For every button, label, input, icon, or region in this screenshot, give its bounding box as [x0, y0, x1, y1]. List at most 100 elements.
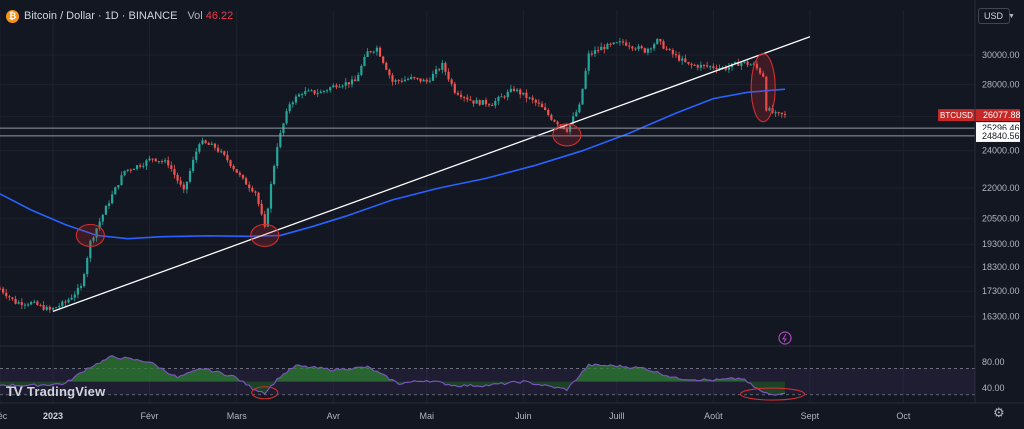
level-label: 25296.46 [982, 123, 1020, 133]
lightning-icon[interactable] [778, 331, 792, 345]
candle [335, 85, 338, 88]
candle [366, 51, 369, 57]
candle [419, 78, 422, 82]
candle [313, 90, 316, 94]
candle [173, 168, 176, 175]
level-label: 24840.56 [982, 131, 1020, 141]
candle [572, 116, 575, 124]
candle [453, 83, 456, 93]
moving-average-line [0, 88, 786, 240]
candle [223, 151, 226, 155]
tradingview-logo-text: TradingView [26, 383, 106, 399]
candle [86, 258, 89, 275]
candle [459, 94, 463, 97]
candle [765, 76, 768, 111]
candle [195, 151, 198, 160]
currency-label: USD [984, 11, 1004, 21]
candle [391, 75, 394, 82]
candle [428, 80, 431, 82]
candle [628, 45, 631, 47]
candle [696, 65, 699, 68]
candle [665, 48, 668, 50]
candle [662, 41, 665, 49]
trendline[interactable] [52, 36, 811, 313]
rsi-highlight-ellipse [739, 387, 806, 401]
candle [556, 121, 559, 125]
candle [229, 160, 232, 166]
candle [244, 178, 248, 185]
time-tick-label: Mars [227, 411, 247, 421]
candle [129, 169, 132, 171]
candle [721, 67, 724, 69]
candle [279, 132, 282, 148]
candle [609, 43, 612, 45]
candle [375, 47, 379, 52]
price-tag-symbol: BTCUSD [940, 111, 973, 120]
candle [216, 147, 220, 152]
candle [575, 112, 578, 117]
price-tag [938, 109, 1020, 122]
candle [23, 304, 27, 306]
candle [413, 77, 416, 79]
candle [192, 159, 195, 171]
highlight-ellipse [750, 53, 776, 123]
candle [107, 203, 111, 206]
candle [394, 80, 397, 82]
candle [8, 296, 11, 298]
candle [746, 61, 749, 65]
candle [20, 302, 23, 305]
candle [553, 119, 556, 122]
currency-selector[interactable]: USD ▼ [978, 8, 1015, 24]
candle [612, 42, 615, 45]
candle [727, 67, 731, 70]
chart-title[interactable]: Bitcoin / Dollar · 1D · BINANCE [24, 10, 178, 22]
candle [435, 69, 438, 74]
candle [241, 174, 245, 179]
candle [656, 39, 659, 45]
time-tick-label: Juin [515, 411, 532, 421]
candle [674, 54, 678, 56]
time-tick-label: 2023 [43, 411, 63, 421]
candle [123, 170, 126, 176]
candle [687, 62, 690, 64]
candle [297, 94, 301, 97]
candle [238, 172, 241, 175]
time-tick-label: Avr [327, 411, 340, 421]
candle [425, 79, 428, 82]
bitcoin-icon: ₿ [6, 9, 19, 23]
candle [83, 274, 86, 287]
candle [344, 82, 347, 86]
candle [11, 297, 14, 299]
candle [450, 79, 453, 84]
candle [67, 299, 70, 303]
candle [606, 43, 609, 50]
candle [51, 307, 55, 310]
candle [101, 214, 104, 222]
candle [550, 114, 553, 120]
candle [503, 96, 506, 98]
candle [618, 41, 621, 43]
candle [677, 55, 681, 61]
candle [48, 306, 51, 310]
candle [329, 87, 332, 91]
rsi-line [0, 354, 786, 396]
gear-icon[interactable]: ⚙ [993, 405, 1005, 420]
rsi-overbought-fill [0, 355, 785, 382]
candle [132, 168, 136, 170]
candle [472, 100, 475, 104]
price-tick-label: 16300.00 [982, 312, 1020, 322]
candle [715, 67, 718, 70]
candle [163, 160, 167, 162]
candle [712, 66, 715, 68]
candle [762, 73, 765, 77]
candle [17, 302, 20, 304]
candle [681, 58, 684, 61]
candle [600, 46, 603, 51]
time-tick-label: Sept [801, 411, 820, 421]
candle [593, 50, 597, 54]
candle [354, 79, 357, 82]
candle [145, 160, 148, 166]
candle [737, 62, 740, 66]
candle [783, 114, 787, 116]
